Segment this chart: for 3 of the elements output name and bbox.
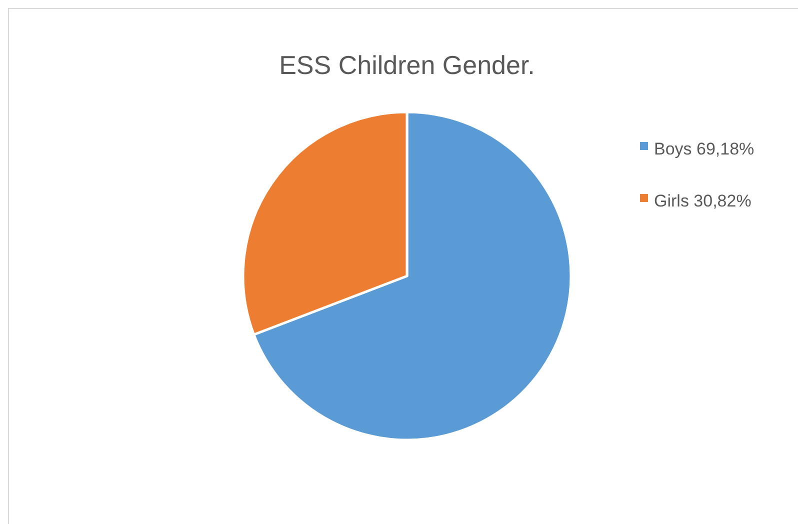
legend-label: Girls 30,82% <box>654 191 752 210</box>
chart-title: ESS Children Gender. <box>279 50 535 80</box>
legend-label: Boys 69,18% <box>654 139 754 158</box>
